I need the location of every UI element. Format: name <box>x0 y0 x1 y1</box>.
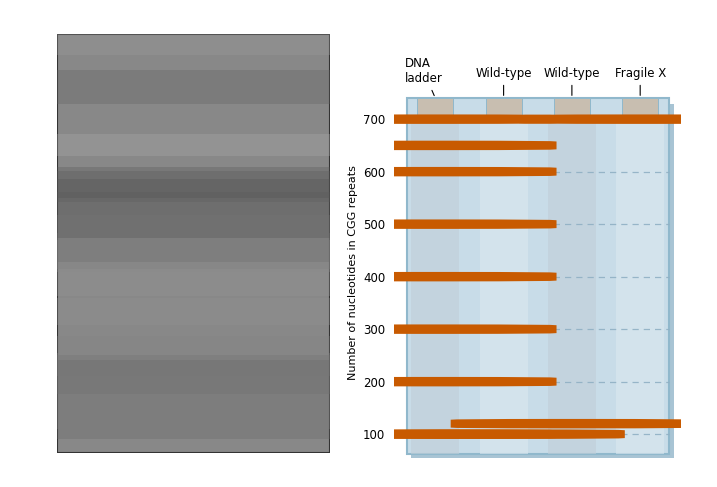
FancyBboxPatch shape <box>314 377 556 386</box>
FancyBboxPatch shape <box>314 220 556 229</box>
Bar <box>548 122 596 453</box>
Bar <box>57 215 330 296</box>
Bar <box>57 355 330 394</box>
FancyBboxPatch shape <box>314 324 556 334</box>
Bar <box>57 240 330 268</box>
Bar <box>485 98 521 119</box>
Bar <box>57 233 330 272</box>
Bar <box>622 98 658 119</box>
FancyBboxPatch shape <box>314 272 556 281</box>
FancyBboxPatch shape <box>314 167 556 176</box>
Bar <box>57 360 330 438</box>
Text: Wild-type: Wild-type <box>475 67 532 95</box>
Bar <box>412 122 459 453</box>
Bar <box>57 134 330 156</box>
Text: Wild-type: Wild-type <box>543 67 600 95</box>
Bar <box>57 298 330 325</box>
Bar <box>57 167 330 199</box>
Bar <box>480 122 528 453</box>
Bar <box>57 336 330 376</box>
Bar <box>57 171 330 202</box>
Bar <box>554 98 590 119</box>
Bar <box>617 122 664 453</box>
Bar <box>417 98 453 119</box>
FancyBboxPatch shape <box>314 114 556 124</box>
Y-axis label: Number of nucleotides in CGG repeats: Number of nucleotides in CGG repeats <box>348 165 358 380</box>
FancyBboxPatch shape <box>314 430 556 439</box>
FancyBboxPatch shape <box>451 419 693 429</box>
FancyBboxPatch shape <box>382 430 625 439</box>
Text: Fragile X: Fragile X <box>614 67 666 95</box>
Bar <box>57 353 330 429</box>
Bar <box>57 0 330 56</box>
Bar <box>57 179 330 238</box>
Bar <box>57 191 330 262</box>
FancyBboxPatch shape <box>314 141 556 150</box>
Bar <box>57 70 330 104</box>
FancyBboxPatch shape <box>519 114 717 124</box>
Text: DNA
ladder: DNA ladder <box>404 57 442 95</box>
